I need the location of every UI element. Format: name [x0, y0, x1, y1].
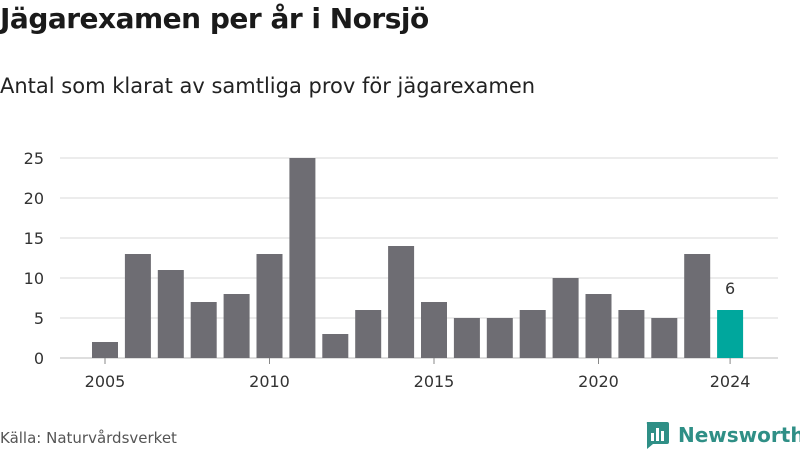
bar-2021	[618, 310, 645, 358]
bar-2019	[552, 278, 579, 358]
bar-2016	[453, 318, 480, 358]
x-tick-label: 2024	[710, 372, 751, 391]
bar-chart-bubble-icon	[646, 422, 669, 449]
bar-2010	[256, 254, 283, 358]
bar-2006	[124, 254, 151, 358]
x-tick-label: 2005	[85, 372, 126, 391]
data-labels: 6	[725, 279, 735, 298]
y-tick-label: 15	[24, 229, 44, 248]
brand-logo[interactable]: Newsworthy	[644, 420, 800, 450]
x-tick-label: 2020	[578, 372, 619, 391]
chart-subtitle: Antal som klarat av samtliga prov för jä…	[0, 74, 536, 98]
y-tick-label: 5	[34, 309, 44, 328]
bar-2015	[421, 302, 447, 358]
bar-2022	[651, 318, 678, 358]
bar-2017	[486, 318, 513, 358]
bar-2013	[355, 310, 382, 358]
bar-chart: 0 5 10 15 20 25 2005 2010 2015 2020 2024 6	[24, 149, 778, 391]
bar-2012	[322, 334, 349, 358]
brand-name: Newsworthy	[678, 423, 800, 447]
x-tick-label: 2015	[414, 372, 455, 391]
y-tick-label: 20	[24, 189, 44, 208]
bar-2020	[585, 294, 612, 358]
chart-title: Jägarexamen per år i Norsjö	[0, 2, 429, 35]
x-tick-label: 2010	[249, 372, 290, 391]
y-axis-ticks: 0 5 10 15 20 25	[24, 149, 44, 368]
y-tick-label: 25	[24, 149, 44, 168]
bars	[92, 158, 744, 358]
bar-2014	[388, 246, 415, 358]
x-axis-ticks: 2005 2010 2015 2020 2024	[85, 358, 751, 391]
bar-2023	[684, 254, 711, 358]
data-label-2024: 6	[725, 279, 735, 298]
bar-2005	[92, 342, 118, 358]
bar-2009	[223, 294, 250, 358]
bar-2008	[190, 302, 217, 358]
y-tick-label: 10	[24, 269, 44, 288]
source-note: Källa: Naturvårdsverket	[0, 429, 177, 447]
y-tick-label: 0	[34, 349, 44, 368]
bar-2024	[717, 310, 744, 358]
bar-2011	[289, 158, 316, 358]
bar-2007	[157, 270, 184, 358]
bar-2018	[519, 310, 546, 358]
